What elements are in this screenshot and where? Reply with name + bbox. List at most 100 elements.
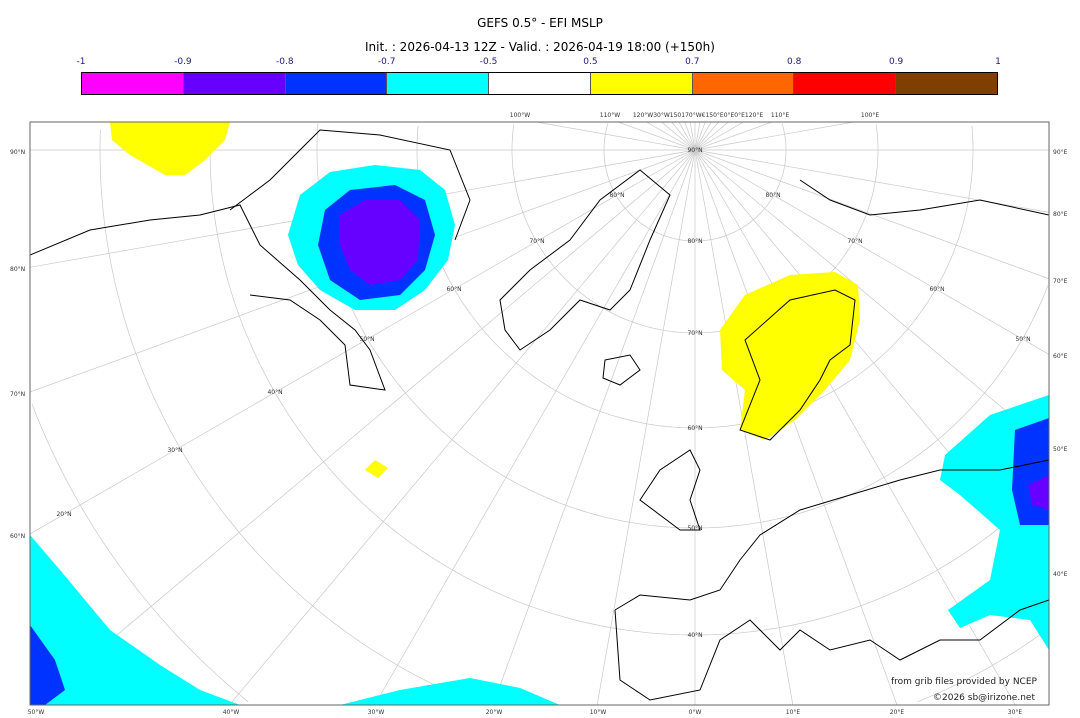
colorbar-tick-label: 1 [995,57,1001,67]
map-coordinate-label: 70°N [529,238,544,245]
colorbar-tick-label: 0.5 [583,57,598,67]
map-coordinate-label: 70°N [10,391,25,398]
map-coordinate-label: 70°N [847,238,862,245]
meridian-line [694,122,719,151]
map-coordinate-label: 40°E [1053,571,1068,578]
colorbar-bin [590,73,693,94]
colorbar-tick-label: -1 [76,57,86,67]
latitude-circle [209,124,1045,636]
meridian-line [694,122,712,151]
map-coordinate-label: 20°E [890,709,905,716]
map-coordinate-label: 20°W [486,709,503,716]
map-coordinate-label: 10°E [786,709,801,716]
copyright-credit: ©2026 sb@irizone.net [933,693,1035,703]
map-coordinate-label: 60°N [10,533,25,540]
map-coordinate-label: 30°N [167,447,182,454]
meridian-line [492,149,696,705]
colorbar-tick-label: 0.7 [685,57,700,67]
map-coordinate-label: 80°E [1053,211,1068,218]
map-coordinate-label: 70°E [1053,278,1068,285]
colorbar-tick-label: 0.9 [888,57,904,67]
latitude-circle [603,123,787,242]
map-coordinate-label: 0°W [689,709,702,716]
efi-field-low-southwest [30,535,560,705]
meridian-line [646,122,696,151]
meridian-line [694,122,773,151]
colorbar-tick-label: -0.8 [275,57,294,67]
map-coordinate-label: 90°E [1053,149,1068,156]
meridian-line [671,122,696,151]
colorbar-bin [285,73,388,94]
meridian-line [30,149,696,535]
source-credit: from grib files provided by NCEP [891,677,1037,687]
colorbar-bin [794,73,897,94]
efi-field-yellow-scandinavia [720,272,860,440]
meridian-line [536,122,696,151]
map-subtitle: Init. : 2026-04-13 12Z - Valid. : 2026-0… [365,40,715,54]
map-coordinate-label: 110°W [600,112,620,119]
colorbar-bin [489,73,591,94]
colorbar-bin [387,73,490,94]
map-coordinate-label: 60°N [446,286,461,293]
map-coordinate-label: 10°W [590,709,607,716]
meridian-line [694,122,729,151]
map-coordinate-label: 80°N [609,192,624,199]
meridian-line [689,122,696,151]
colorbar-bin [82,73,184,94]
meridian-line [678,122,696,151]
map-coordinate-label: 110°E [771,112,789,119]
efi-field-yellow-atlantic [365,460,388,478]
colorbar-legend [81,72,998,95]
efi-field-low-russia [940,395,1049,650]
map-coordinate-label: 30°W [368,709,385,716]
colorbar-tick-label: -0.9 [174,57,192,67]
efi-field-low-greenland [288,165,455,310]
map-coordinate-label: 60°N [929,286,944,293]
colorbar-tick-label: -0.7 [377,57,396,67]
coastlines [30,129,1049,701]
meridian-line [694,122,701,151]
latitude-circle [99,129,1045,703]
meridian-line [694,149,1049,355]
colorbar-bin [692,73,795,94]
colorbar-tick-label: -0.5 [479,57,498,67]
efi-field-yellow-nw [110,122,230,175]
meridian-line [684,122,696,151]
map-coordinate-label: 90°N [687,147,702,154]
map-coordinate-label: 50°N [1015,336,1030,343]
map-coordinate-label: 40°N [267,389,282,396]
map-coordinate-label: 50°E [1053,446,1068,453]
map-coordinate-label: 100°W [510,112,530,119]
meridian-line [229,149,696,705]
map-coordinate-label: 80°N [687,238,702,245]
map-coordinate-label: 80°N [10,266,25,273]
latitude-circle [31,404,249,703]
meridian-line [661,122,696,151]
map-frame [29,121,1050,706]
map-coordinate-label: 120°W30°W150170°W€150°E0°E0°E120°E [633,112,764,119]
map-title: GEFS 0.5° - EFI MSLP [477,16,603,30]
colorbar-tick-label: 0.8 [787,57,802,67]
meridian-line [694,149,1049,448]
meridian-line [374,149,696,705]
map-coordinate-label: 40°W [223,709,240,716]
colorbar-bin [896,73,998,94]
map-coordinate-label: 60°N [687,425,702,432]
graticule [30,122,1049,705]
meridian-line [617,122,696,151]
colorbar-bin [183,73,286,94]
map-coordinate-label: 90°N [10,149,25,156]
map-coordinate-label: 100°E [861,112,879,119]
map-coordinate-label: 50°W [28,709,45,716]
meridian-line [694,122,706,151]
meridian-line [694,149,898,705]
map-coordinate-label: 70°N [687,330,702,337]
map-coordinate-label: 50°N [687,525,702,532]
meridian-line [33,149,696,705]
map-coordinate-label: 30°E [1008,709,1023,716]
map-coordinate-label: 80°N [765,192,780,199]
meridian-line [694,122,744,151]
map-coordinate-label: 20°N [56,511,71,518]
